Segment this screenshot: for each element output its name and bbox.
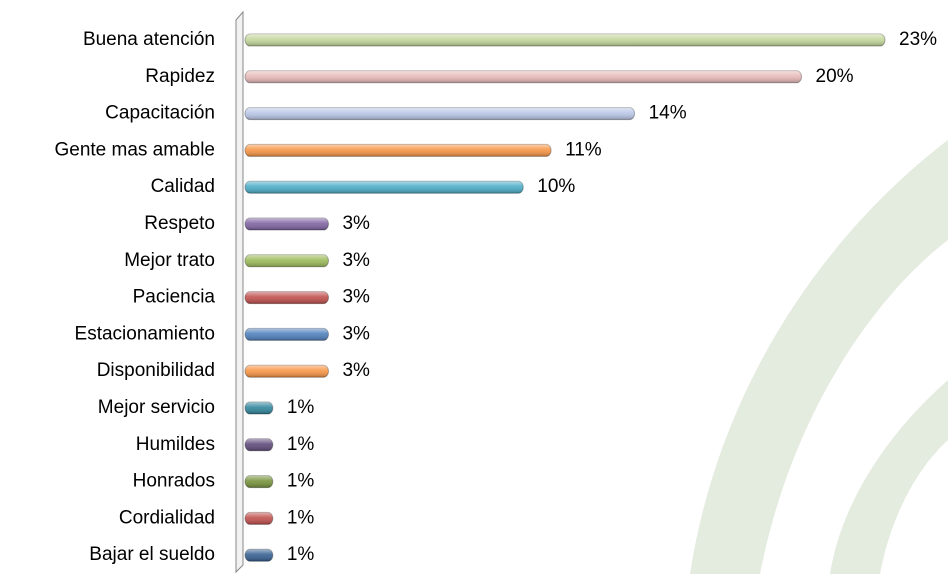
category-label: Mejor trato [124,250,215,271]
bar-shine [245,107,635,120]
value-label: 1% [287,434,315,455]
category-label: Bajar el sueldo [89,544,215,565]
bar-shine [245,328,329,341]
background-swoosh [830,380,948,574]
bar-shine [245,402,273,414]
category-label: Paciencia [133,287,216,308]
bar-shine [245,438,273,451]
bar-shine [245,549,273,562]
bar-shine [245,365,329,378]
value-label: 3% [342,213,370,234]
value-label: 3% [342,250,370,271]
value-label: 3% [342,287,370,308]
value-label: 3% [342,323,370,344]
bar-shine [245,254,329,267]
category-label: Humildes [136,434,215,455]
bar-shine [245,144,552,157]
category-label: Estacionamiento [75,323,215,344]
bar-shine [245,34,885,46]
value-label: 1% [287,507,315,528]
value-label: 14% [649,103,687,124]
bar-shine [245,70,802,83]
value-label: 1% [287,544,315,565]
value-label: 1% [287,471,315,492]
category-label: Mejor servicio [98,397,215,418]
category-label: Capacitación [105,103,215,124]
value-label: 1% [287,397,315,418]
category-label: Cordialidad [119,507,215,528]
category-label: Honrados [133,471,215,492]
value-label: 11% [565,139,602,160]
axis-wall [235,10,244,574]
bar-shine [245,512,273,525]
background-swoosh [690,140,948,574]
value-label: 3% [342,360,370,381]
category-label: Respeto [144,213,215,234]
bar-shine [245,181,524,194]
bar-shine [245,475,273,488]
category-label: Buena atención [83,29,215,50]
category-label: Calidad [151,176,215,197]
bar-shine [245,291,329,304]
bar-shine [245,218,329,230]
category-label: Gente mas amable [54,139,215,160]
category-label: Rapidez [145,66,215,87]
value-label: 23% [899,29,937,50]
value-label: 10% [537,176,575,197]
category-label: Disponibilidad [97,360,215,381]
value-label: 20% [816,66,854,87]
